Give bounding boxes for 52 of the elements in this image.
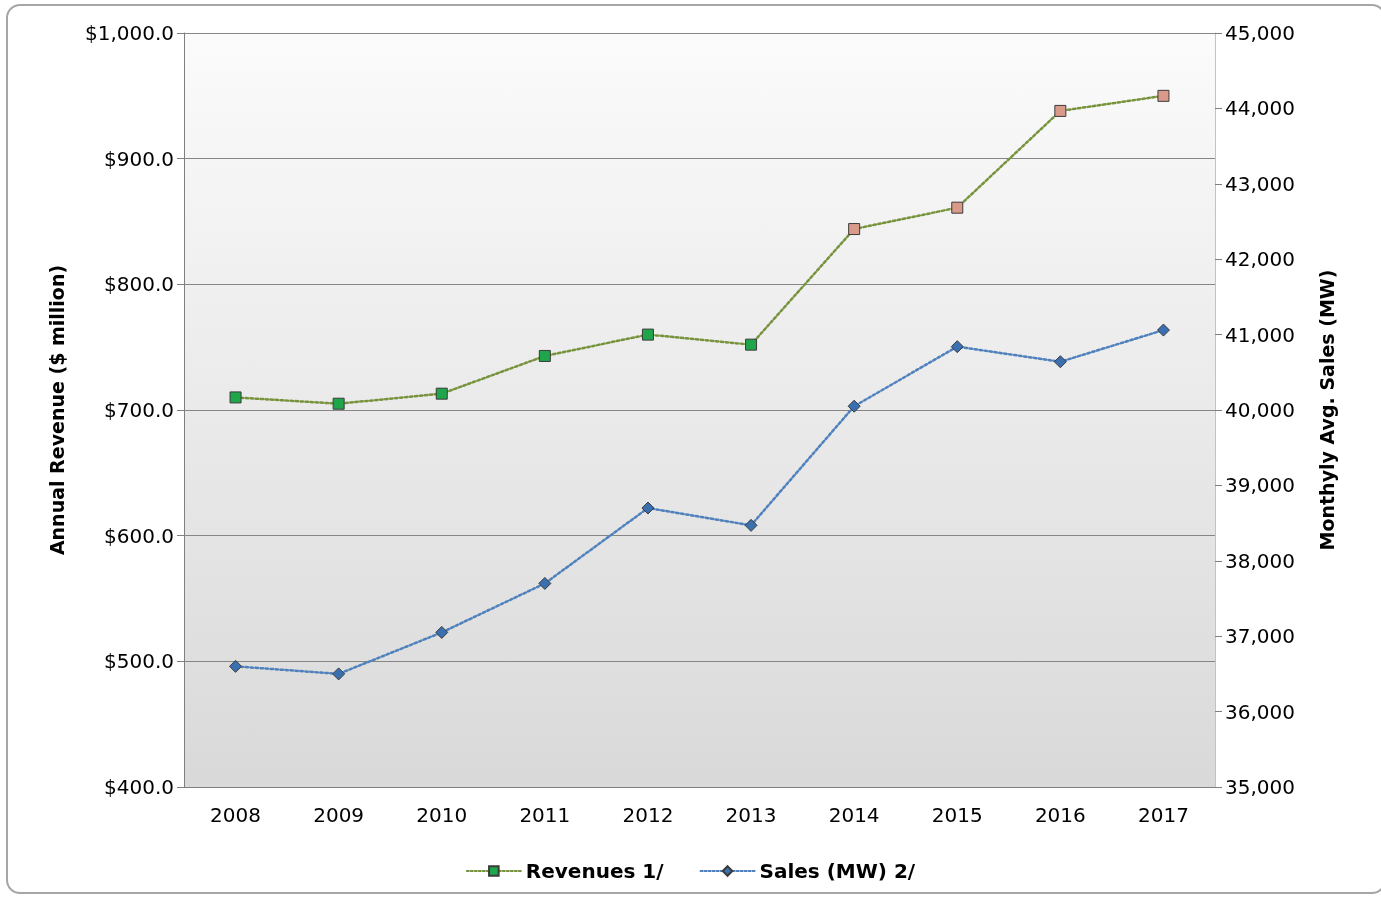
- y2-tick-label: 44,000: [1225, 96, 1295, 121]
- y-tick-label: $500.0: [104, 649, 174, 674]
- point: [229, 659, 243, 673]
- x-tick-label: 2009: [313, 803, 365, 827]
- y-tick-label: $1,000.0: [84, 21, 174, 45]
- point: [435, 387, 448, 400]
- y2-tick-label: 37,000: [1225, 624, 1295, 649]
- y2-tick-label: 41,000: [1225, 322, 1295, 347]
- y2-tick-label: 42,000: [1225, 247, 1295, 272]
- legend-label: Sales (MW) 2/: [759, 859, 916, 883]
- point: [538, 349, 551, 362]
- y2-tick-label: 36,000: [1225, 699, 1295, 724]
- x-tick-label: 2016: [1034, 803, 1086, 827]
- x-tick-label: 2013: [725, 803, 777, 827]
- x-tick-label: 2008: [210, 803, 261, 827]
- point: [229, 391, 242, 404]
- point: [435, 625, 449, 639]
- y2-tick-label: 45,000: [1225, 21, 1295, 45]
- y2-tick-label: 43,000: [1225, 171, 1295, 196]
- point: [744, 518, 758, 532]
- point: [848, 223, 861, 236]
- point: [332, 667, 346, 681]
- y2-tick-label: 39,000: [1225, 473, 1295, 498]
- point: [1157, 89, 1170, 102]
- y2-tick-label: 35,000: [1225, 775, 1295, 799]
- point: [745, 338, 758, 351]
- legend-label: Revenues 1/: [525, 859, 665, 883]
- y2-tick-label: 40,000: [1225, 398, 1295, 422]
- x-tick-label: 2011: [519, 803, 571, 827]
- point: [538, 576, 552, 590]
- x-tick-label: 2012: [622, 803, 674, 827]
- y-tick-label: $600.0: [104, 523, 174, 548]
- y-tick-label: $700.0: [104, 398, 174, 422]
- y-axis-title: Annual Revenue ($ million): [45, 264, 68, 556]
- point: [641, 328, 654, 341]
- point: [950, 340, 964, 354]
- y2-tick-label: 38,000: [1225, 548, 1295, 573]
- point: [1054, 104, 1067, 117]
- x-tick-label: 2017: [1138, 803, 1189, 827]
- x-tick-label: 2010: [416, 803, 468, 827]
- point: [1053, 355, 1067, 369]
- point: [951, 201, 964, 214]
- y-tick-label: $400.0: [104, 775, 174, 799]
- point: [847, 399, 861, 413]
- x-tick-label: 2015: [931, 803, 983, 827]
- y-tick-label: $800.0: [104, 272, 174, 297]
- y-tick-label: $900.0: [104, 146, 174, 171]
- point: [1156, 323, 1170, 337]
- point: [641, 501, 655, 515]
- y2-axis-title: Monthyly Avg. Sales (MW): [1315, 269, 1338, 551]
- point: [332, 397, 345, 410]
- x-tick-label: 2014: [828, 803, 880, 827]
